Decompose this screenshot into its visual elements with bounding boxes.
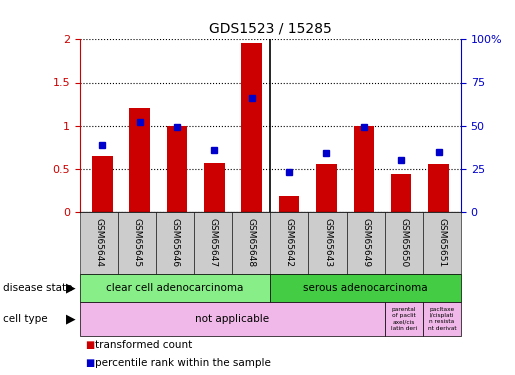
Text: GSM65643: GSM65643 [323,218,332,267]
Bar [316,164,337,212]
Bar [242,43,262,212]
Bar [391,174,411,212]
Text: GSM65651: GSM65651 [437,218,447,267]
Text: serous adenocarcinoma: serous adenocarcinoma [303,283,428,293]
Bar [129,108,150,212]
Text: cell type: cell type [3,314,47,324]
Text: parental
of paclit
axel/cis
latin deri: parental of paclit axel/cis latin deri [391,307,417,330]
Text: GSM65645: GSM65645 [132,218,142,267]
Text: GSM65646: GSM65646 [170,218,180,267]
Text: GSM65642: GSM65642 [285,218,294,267]
Text: percentile rank within the sample: percentile rank within the sample [95,358,271,368]
Bar [279,196,299,212]
Text: GSM65647: GSM65647 [209,218,218,267]
Text: transformed count: transformed count [95,340,193,350]
Bar [167,126,187,212]
Text: GSM65644: GSM65644 [94,218,104,267]
Text: ▶: ▶ [66,312,76,325]
Bar [92,156,112,212]
Text: GSM65648: GSM65648 [247,218,256,267]
Text: disease state: disease state [3,283,72,293]
Text: GSM65650: GSM65650 [399,218,408,267]
Text: ■: ■ [85,340,94,350]
Title: GDS1523 / 15285: GDS1523 / 15285 [209,21,332,35]
Bar [204,163,225,212]
Text: GSM65649: GSM65649 [361,218,370,267]
Text: clear cell adenocarcinoma: clear cell adenocarcinoma [107,283,244,293]
Text: ▶: ▶ [66,281,76,294]
Bar [428,164,449,212]
Text: ■: ■ [85,358,94,368]
Bar [353,126,374,212]
Text: pacltaxe
l/cisplati
n resista
nt derivat: pacltaxe l/cisplati n resista nt derivat [427,307,456,330]
Text: not applicable: not applicable [195,314,269,324]
